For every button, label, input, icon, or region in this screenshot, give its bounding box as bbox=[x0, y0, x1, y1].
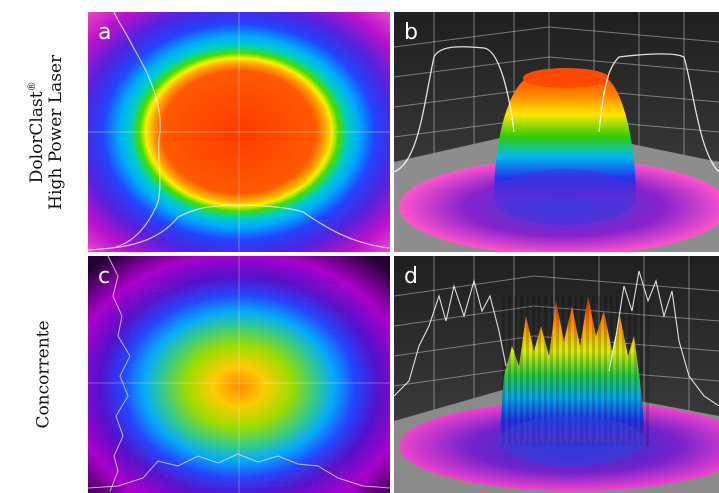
panel-label: c bbox=[98, 264, 111, 289]
panel-label: a bbox=[98, 20, 112, 45]
registered-mark: ® bbox=[26, 81, 38, 92]
row-label-line2: High Power Laser bbox=[45, 54, 66, 210]
panel-label: d bbox=[404, 264, 418, 289]
beam-image-c bbox=[88, 256, 390, 493]
panel-label: b bbox=[404, 20, 418, 45]
panel-b-3d-profile: b bbox=[394, 12, 719, 252]
beam-image-b bbox=[394, 12, 719, 252]
beam-image-d bbox=[394, 256, 719, 493]
panel-c-2d-profile: c bbox=[88, 256, 390, 493]
row-label-line1: DolorClast bbox=[26, 91, 47, 183]
panel-a-2d-profile: a bbox=[88, 12, 390, 252]
panel-d-3d-profile: d bbox=[394, 256, 719, 493]
row-label-concorrente: Concorrente bbox=[0, 256, 88, 492]
row-label-dolorclast: DolorClast® High Power Laser bbox=[0, 12, 88, 252]
beam-image-a bbox=[88, 12, 390, 252]
row-label-line1: Concorrente bbox=[33, 319, 54, 429]
